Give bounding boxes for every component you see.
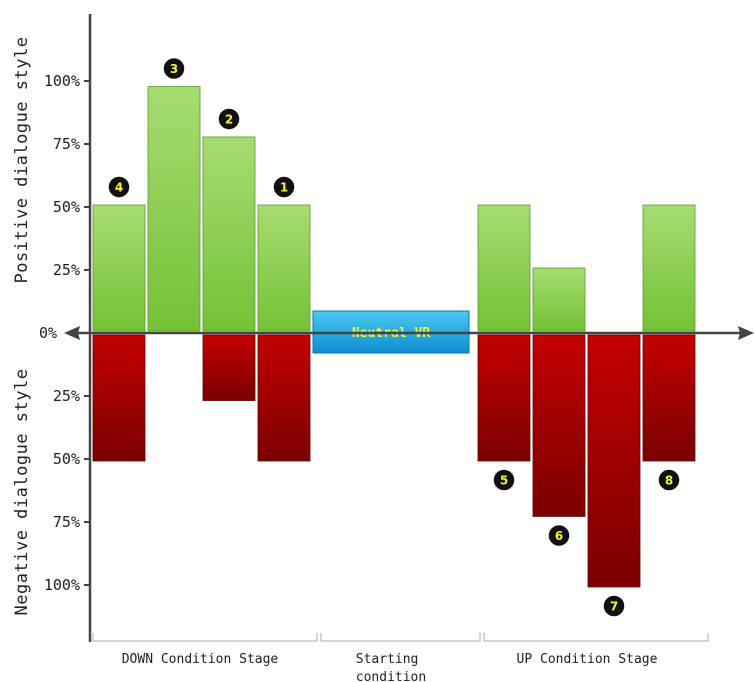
bar-positive-6 — [532, 267, 586, 332]
y-tick-neg-100-label: 100% — [44, 576, 80, 594]
bracket-up-stage — [483, 633, 709, 642]
bar-positive-8 — [642, 204, 696, 332]
badge-circle — [547, 523, 571, 548]
badge-circle — [217, 107, 241, 131]
badge-circle — [162, 56, 186, 81]
y-tick-zero-label: 0% — [39, 324, 57, 342]
bar-negative-4 — [92, 334, 146, 462]
bar-positive-1 — [257, 204, 311, 332]
bar-positive-2 — [202, 136, 256, 332]
badge-circle — [272, 175, 296, 199]
badge-circle — [602, 594, 626, 618]
badge-number: 8 — [665, 474, 673, 488]
bars-layer: 4 3 2 1 5 6 7 8 — [92, 56, 696, 618]
badge-number: 2 — [225, 112, 233, 126]
y-tick-pos-100-label: 100% — [44, 72, 80, 90]
y-tick-pos-50-label: 50% — [53, 198, 80, 216]
bar-positive-4 — [92, 204, 146, 332]
badge-circle — [107, 175, 131, 199]
y-tick-neg-75-label: 75% — [53, 513, 80, 531]
y-tick-pos-75-label: 75% — [53, 135, 80, 153]
step-badge-3: 3 — [162, 56, 186, 81]
bar-positive-3 — [147, 86, 201, 332]
y-tick-pos-25-label: 25% — [53, 261, 80, 279]
bracket-down-stage — [92, 633, 318, 642]
step-badge-7: 7 — [602, 594, 626, 618]
step-badge-6: 6 — [547, 523, 571, 548]
stage-label-starting: Starting condition — [356, 652, 426, 682]
stage-label-down: DOWN Condition Stage — [122, 652, 279, 667]
bar-negative-8 — [642, 334, 696, 462]
step-badge-2: 2 — [217, 107, 241, 131]
stage-label-starting-line2: condition — [356, 670, 426, 682]
y-ticks: 25% 50% 75% 100% 0% 25% 50% 75% 100% — [39, 72, 90, 594]
bar-negative-1 — [257, 334, 311, 462]
y-axis-title-positive: Positive dialogue style — [12, 37, 32, 284]
step-badge-5: 5 — [492, 468, 516, 492]
step-badge-1: 1 — [272, 175, 296, 199]
step-badge-8: 8 — [657, 468, 681, 492]
y-tick-neg-25-label: 25% — [53, 387, 80, 405]
badge-number: 4 — [115, 181, 123, 195]
bar-negative-2 — [202, 334, 256, 401]
y-tick-neg-50-label: 50% — [53, 450, 80, 468]
bar-positive-5 — [477, 204, 531, 332]
stage-label-starting-line1: Starting — [356, 652, 419, 667]
badge-number: 6 — [555, 529, 563, 543]
bar-negative-5 — [477, 334, 531, 462]
badge-number: 3 — [170, 62, 178, 76]
y-axis-title-negative: Negative dialogue style — [12, 369, 32, 616]
badge-circle — [492, 468, 516, 492]
badge-number: 7 — [610, 600, 618, 614]
badge-circle — [657, 468, 681, 492]
bracket-starting-stage — [320, 633, 481, 642]
x-axis-left-arrow — [64, 326, 80, 340]
badge-number: 5 — [500, 474, 508, 488]
bar-negative-7 — [587, 334, 641, 588]
badge-number: 1 — [280, 181, 288, 195]
step-badge-4: 4 — [107, 175, 131, 199]
stage-label-up: UP Condition Stage — [517, 652, 658, 667]
bar-negative-6 — [532, 334, 586, 517]
x-axis-right-arrow — [738, 326, 754, 340]
stage-brackets — [92, 633, 709, 642]
